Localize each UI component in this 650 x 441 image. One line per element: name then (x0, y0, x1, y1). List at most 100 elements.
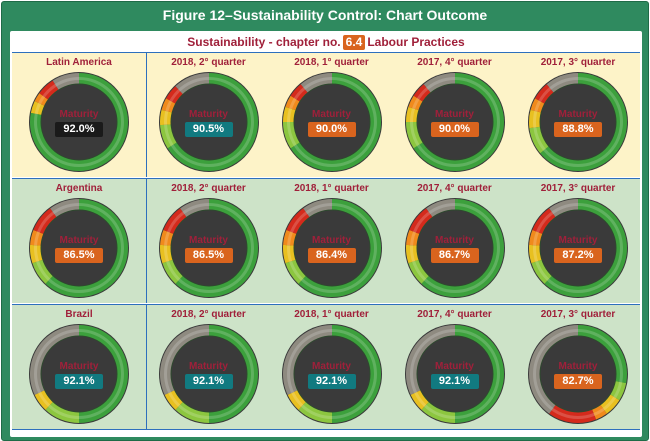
maturity-value-badge: 90.0% (307, 122, 356, 137)
donut-segment-lightgreen (45, 401, 79, 423)
cell-label: 2017, 3° quarter (540, 309, 616, 320)
maturity-label: Maturity (558, 109, 598, 120)
donut-cell: 2018, 1° quarter Maturity 90.0% (270, 53, 393, 177)
donut-highlight (286, 77, 377, 167)
donut-inner-edge (539, 83, 617, 161)
donut-grid: Latin America Maturity 92.0% 2018, 2° quart… (12, 52, 640, 436)
donut-cell: 2017, 3° quarter Maturity 88.8% (516, 53, 640, 177)
donut-segment-yellow (405, 106, 419, 122)
cell-label: 2017, 3° quarter (540, 183, 616, 194)
donut-inner-edge (170, 83, 247, 161)
donut-highlight (163, 203, 254, 293)
donut-highlight (286, 203, 377, 293)
donut-segment-lightgreen (407, 259, 429, 284)
donut-cell: 2018, 2° quarter Maturity 90.5% (147, 53, 270, 177)
maturity-value-badge: 86.4% (307, 248, 356, 263)
cell-label: 2018, 1° quarter (294, 183, 369, 194)
maturity-value-badge: 82.7% (554, 374, 602, 389)
maturity-label: Maturity (435, 361, 474, 372)
donut-segment-green (208, 325, 258, 423)
cell-label: 2017, 4° quarter (417, 309, 492, 320)
donut-cell: 2018, 2° quarter Maturity 92.1% (147, 305, 270, 429)
maturity-value-badge: 92.1% (55, 374, 103, 389)
column-divider (146, 305, 147, 429)
cell-label: 2017, 4° quarter (417, 183, 492, 194)
donut-inner-edge (170, 209, 247, 287)
donut-segment-orange (159, 229, 174, 246)
donut-segment-red (413, 84, 431, 102)
donut-segment-red (162, 208, 187, 235)
donut-segment-green (331, 325, 381, 423)
donut-segment-gray (50, 199, 79, 218)
donut-segment-lightgreen (174, 401, 209, 423)
donut-segment-green (544, 199, 627, 297)
column-divider (146, 53, 147, 177)
maturity-value-badge: 88.8% (554, 122, 602, 137)
donut-segment-yellow (30, 101, 45, 115)
cell-label: 2018, 2° quarter (171, 57, 246, 68)
donut-highlight (533, 77, 623, 167)
donut-segment-green (297, 199, 381, 297)
donut-inner-edge (416, 335, 493, 413)
donut-highlight (409, 77, 500, 167)
donut-segment-lightgreen (297, 401, 332, 423)
donut-segment-yellow (34, 390, 53, 410)
figure-title: Figure 12–Sustainability Control: Chart … (162, 7, 488, 23)
donut-segment-red (285, 208, 310, 235)
donut-highlight (34, 203, 124, 293)
donut-segment-gray (30, 325, 79, 395)
donut-highlight (34, 329, 124, 419)
donut-segment-yellow (159, 244, 173, 264)
donut-highlight (34, 77, 124, 167)
maturity-value-badge: 90.0% (430, 122, 479, 137)
donut-highlight (409, 203, 500, 293)
donut-segment-yellow (164, 390, 183, 410)
donut-segment-gray (52, 73, 79, 90)
donut-cell: Latin America Maturity 92.0% (12, 53, 146, 177)
donut-segment-yellow (282, 106, 296, 122)
donut-segment-yellow (282, 244, 296, 264)
maturity-label: Maturity (312, 109, 351, 120)
maturity-label: Maturity (189, 361, 228, 372)
cell-label: 2018, 1° quarter (294, 57, 369, 68)
donut-segment-green (578, 325, 627, 384)
donut-segment-gray (423, 73, 455, 93)
donut-segment-yellow (287, 390, 306, 410)
donut-segment-gray (179, 199, 209, 218)
donut-segment-orange (282, 229, 297, 246)
donut-segment-gray (302, 199, 332, 218)
maturity-label: Maturity (312, 235, 351, 246)
donut-segment-lightgreen (531, 259, 552, 284)
donut-inner-edge (170, 335, 247, 413)
donut-highlight (163, 77, 254, 167)
donut-cell: 2017, 4° quarter Maturity 90.0% (393, 53, 516, 177)
cell-label: 2017, 4° quarter (417, 57, 492, 68)
donut-cell: 2017, 3° quarter Maturity 87.2% (516, 179, 640, 303)
donut-segment-orange (407, 95, 423, 111)
cell-label: 2018, 1° quarter (294, 309, 369, 320)
donut-cell: 2018, 2° quarter Maturity 86.5% (147, 179, 270, 303)
donut-segment-red (39, 80, 59, 100)
donut-segment-lightgreen (529, 126, 549, 154)
chart-subtitle: Sustainability - chapter no. 6.4 Labour Pr… (10, 34, 642, 50)
donut-inner-edge (40, 335, 118, 413)
donut-inner-edge (293, 209, 370, 287)
donut-segment-red (290, 84, 308, 102)
donut-inner-edge (40, 209, 118, 287)
donut-segment-gray (159, 325, 209, 395)
maturity-value-badge: 92.1% (430, 374, 479, 389)
donut-segment-gray (300, 73, 332, 93)
donut-highlight (409, 329, 500, 419)
donut-cell: 2017, 4° quarter Maturity 86.7% (393, 179, 516, 303)
donut-segment-green (454, 325, 504, 423)
maturity-label: Maturity (558, 361, 598, 372)
cell-label: 2017, 3° quarter (540, 57, 616, 68)
subtitle-prefix: Sustainability - chapter no. (187, 35, 341, 49)
maturity-label: Maturity (59, 235, 99, 246)
donut-highlight (286, 329, 377, 419)
maturity-label: Maturity (312, 361, 351, 372)
grid-row-argentina: Argentina Maturity 86.5% 2018, 2° quarter Ma… (12, 178, 640, 303)
donut-inner-edge (416, 83, 493, 161)
column-divider (146, 179, 147, 303)
